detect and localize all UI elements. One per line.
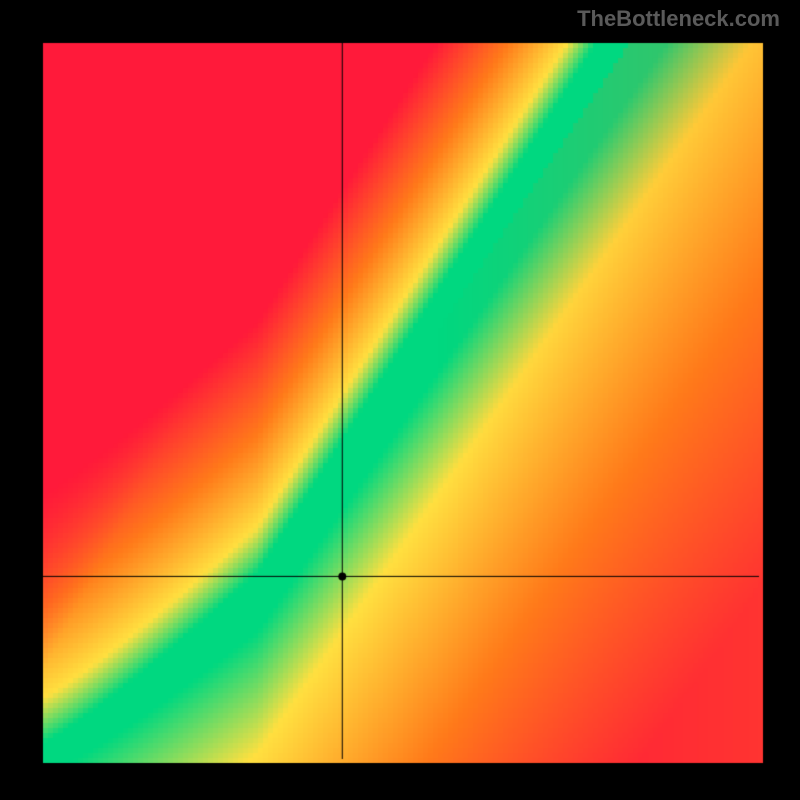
chart-container: TheBottleneck.com — [0, 0, 800, 800]
bottleneck-heatmap — [0, 0, 800, 800]
watermark-text: TheBottleneck.com — [577, 6, 780, 32]
